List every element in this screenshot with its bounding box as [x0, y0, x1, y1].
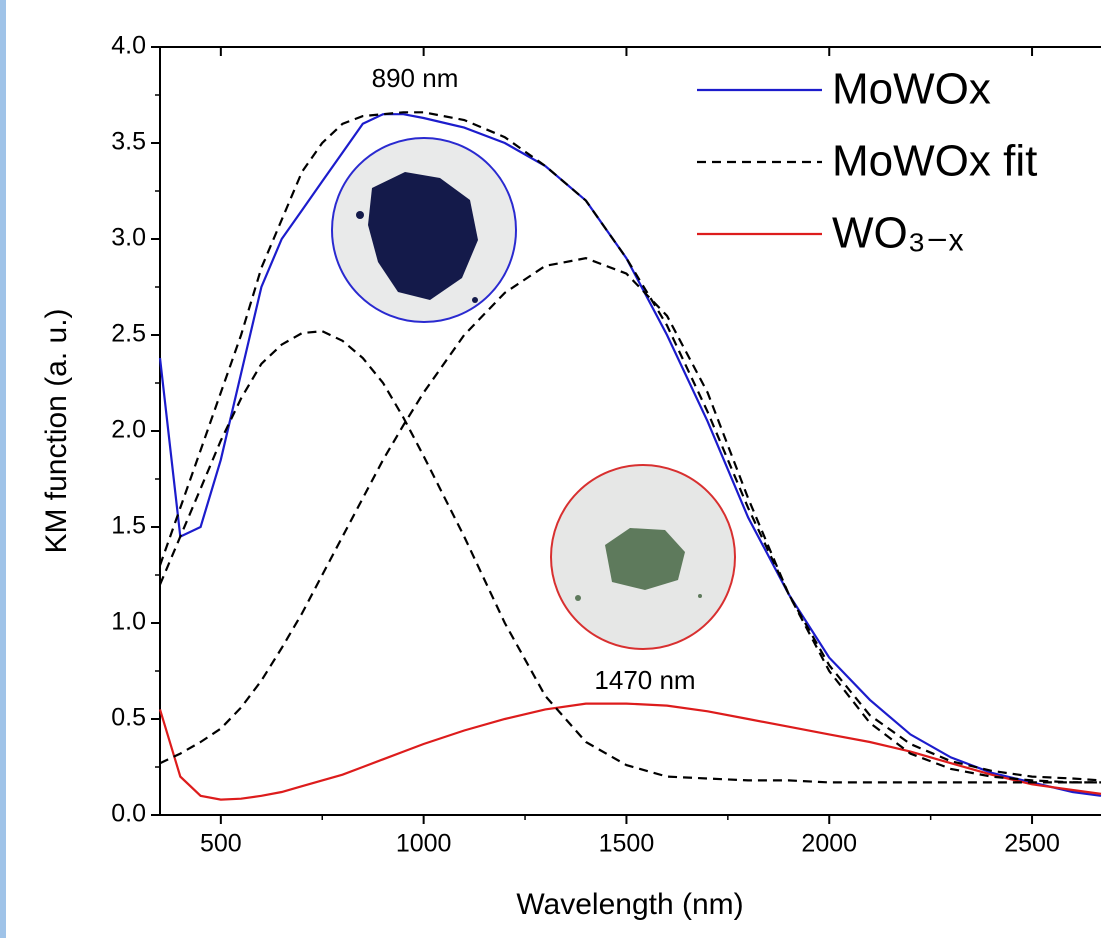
y-tick-label: 3.5: [111, 128, 146, 156]
legend-label: MoWOx: [832, 65, 991, 114]
y-tick-label: 3.0: [111, 224, 146, 252]
annotation: 890 nm: [372, 63, 459, 93]
series-line: [158, 111, 1102, 782]
x-axis-title: Wavelength (nm): [516, 888, 743, 921]
x-tick-label: 2500: [1004, 830, 1060, 858]
photo-red: [550, 464, 736, 650]
x-tick-label: 1000: [396, 830, 452, 858]
y-axis-title: KM function (a. u.): [40, 308, 73, 553]
series-line: [158, 113, 1102, 797]
x-tick-label: 1500: [599, 830, 655, 858]
y-tick-label: 0.5: [111, 704, 146, 732]
window-edge: [0, 0, 6, 938]
y-tick-label: 2.0: [111, 416, 146, 444]
series-line: [158, 330, 1101, 784]
x-tick-label: 2000: [801, 830, 857, 858]
y-tick-label: 2.5: [111, 320, 146, 348]
series-line: [158, 702, 1102, 801]
photo-blue: [331, 137, 517, 323]
annotation: 1470 nm: [594, 665, 695, 695]
y-tick-label: 0.0: [111, 800, 146, 828]
series-line: [159, 257, 1101, 784]
legend-label: MoWOx fit: [832, 137, 1037, 186]
y-tick-label: 4.0: [111, 32, 146, 60]
legend-label: WO₃₋ₓ: [832, 209, 964, 258]
y-tick-label: 1.5: [111, 512, 146, 540]
x-tick-label: 500: [200, 830, 242, 858]
y-tick-label: 1.0: [111, 608, 146, 636]
